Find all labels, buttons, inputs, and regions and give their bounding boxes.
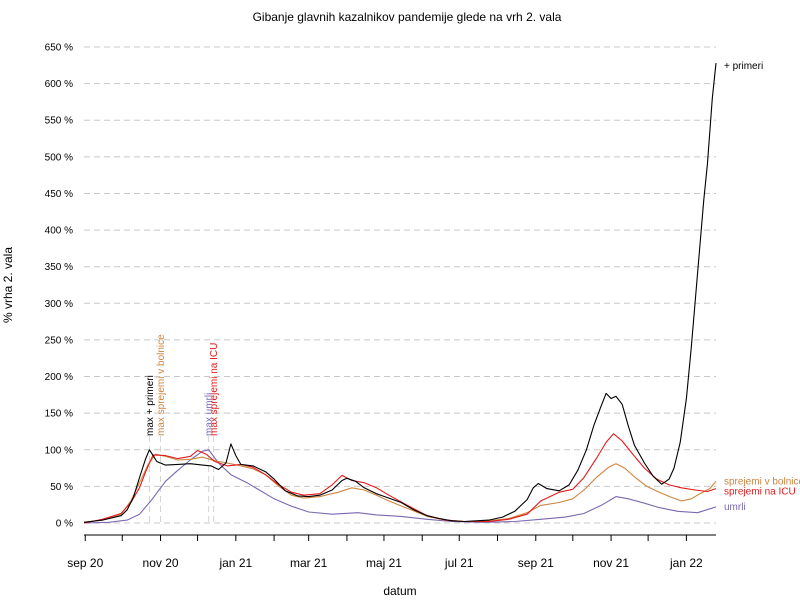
y-tick-label: 300 % (45, 299, 73, 310)
y-tick-label: 600 % (45, 79, 73, 90)
x-tick-label: jan 22 (669, 556, 703, 570)
y-tick-label: 100 % (45, 445, 73, 456)
series-end-label: sprejemi na ICU (724, 487, 796, 498)
peak-marker-label: max + primeri (145, 375, 156, 436)
x-axis-title: datum (383, 584, 416, 598)
series-line (83, 63, 717, 523)
series-line (83, 449, 717, 524)
series-end-label: umrli (724, 502, 746, 513)
x-tick-label: sep 20 (67, 556, 103, 570)
x-tick-label: maj 21 (366, 556, 402, 570)
peak-marker-label: max sprejemi v bolnice (156, 334, 167, 436)
y-tick-label: 350 % (45, 262, 73, 273)
peak-marker-label: max umrli (204, 393, 215, 436)
series-lines (83, 63, 717, 524)
grid-lines (84, 46, 716, 524)
y-tick-label: 0 % (56, 519, 73, 530)
y-axis-title: % vrha 2. vala (1, 247, 15, 323)
x-axis: sep 20 nov 20 jan 21 mar 21 maj 21 jul 21 sep … (67, 534, 716, 570)
y-tick-label: 550 % (45, 116, 73, 127)
y-tick-label: 50 % (50, 482, 73, 493)
x-tick-label: jul 21 (444, 556, 474, 570)
peak-marker-label: max sprejemi na ICU (209, 343, 220, 436)
y-tick-label: 200 % (45, 372, 73, 383)
series-end-label: + primeri (724, 61, 763, 72)
x-tick-label: jan 21 (218, 556, 252, 570)
x-tick-label: sep 21 (518, 556, 554, 570)
y-tick-label: 150 % (45, 409, 73, 420)
y-tick-label: 500 % (45, 152, 73, 163)
y-tick-label: 650 % (45, 43, 73, 54)
series-end-label: sprejemi v bolnice (724, 476, 800, 487)
y-tick-label: 450 % (45, 189, 73, 200)
series-line (83, 453, 717, 523)
y-tick-label: 400 % (45, 226, 73, 237)
y-axis: 0 % 50 % 100 % 150 % 200 % 250 % 300 % 350 % 400… (45, 43, 73, 530)
y-tick-label: 250 % (45, 335, 73, 346)
series-line (83, 433, 717, 524)
x-tick-label: nov 20 (143, 556, 179, 570)
x-tick-label: mar 21 (290, 556, 328, 570)
x-tick-label: nov 21 (593, 556, 629, 570)
chart-title: Gibanje glavnih kazalnikov pandemije gle… (253, 10, 562, 24)
